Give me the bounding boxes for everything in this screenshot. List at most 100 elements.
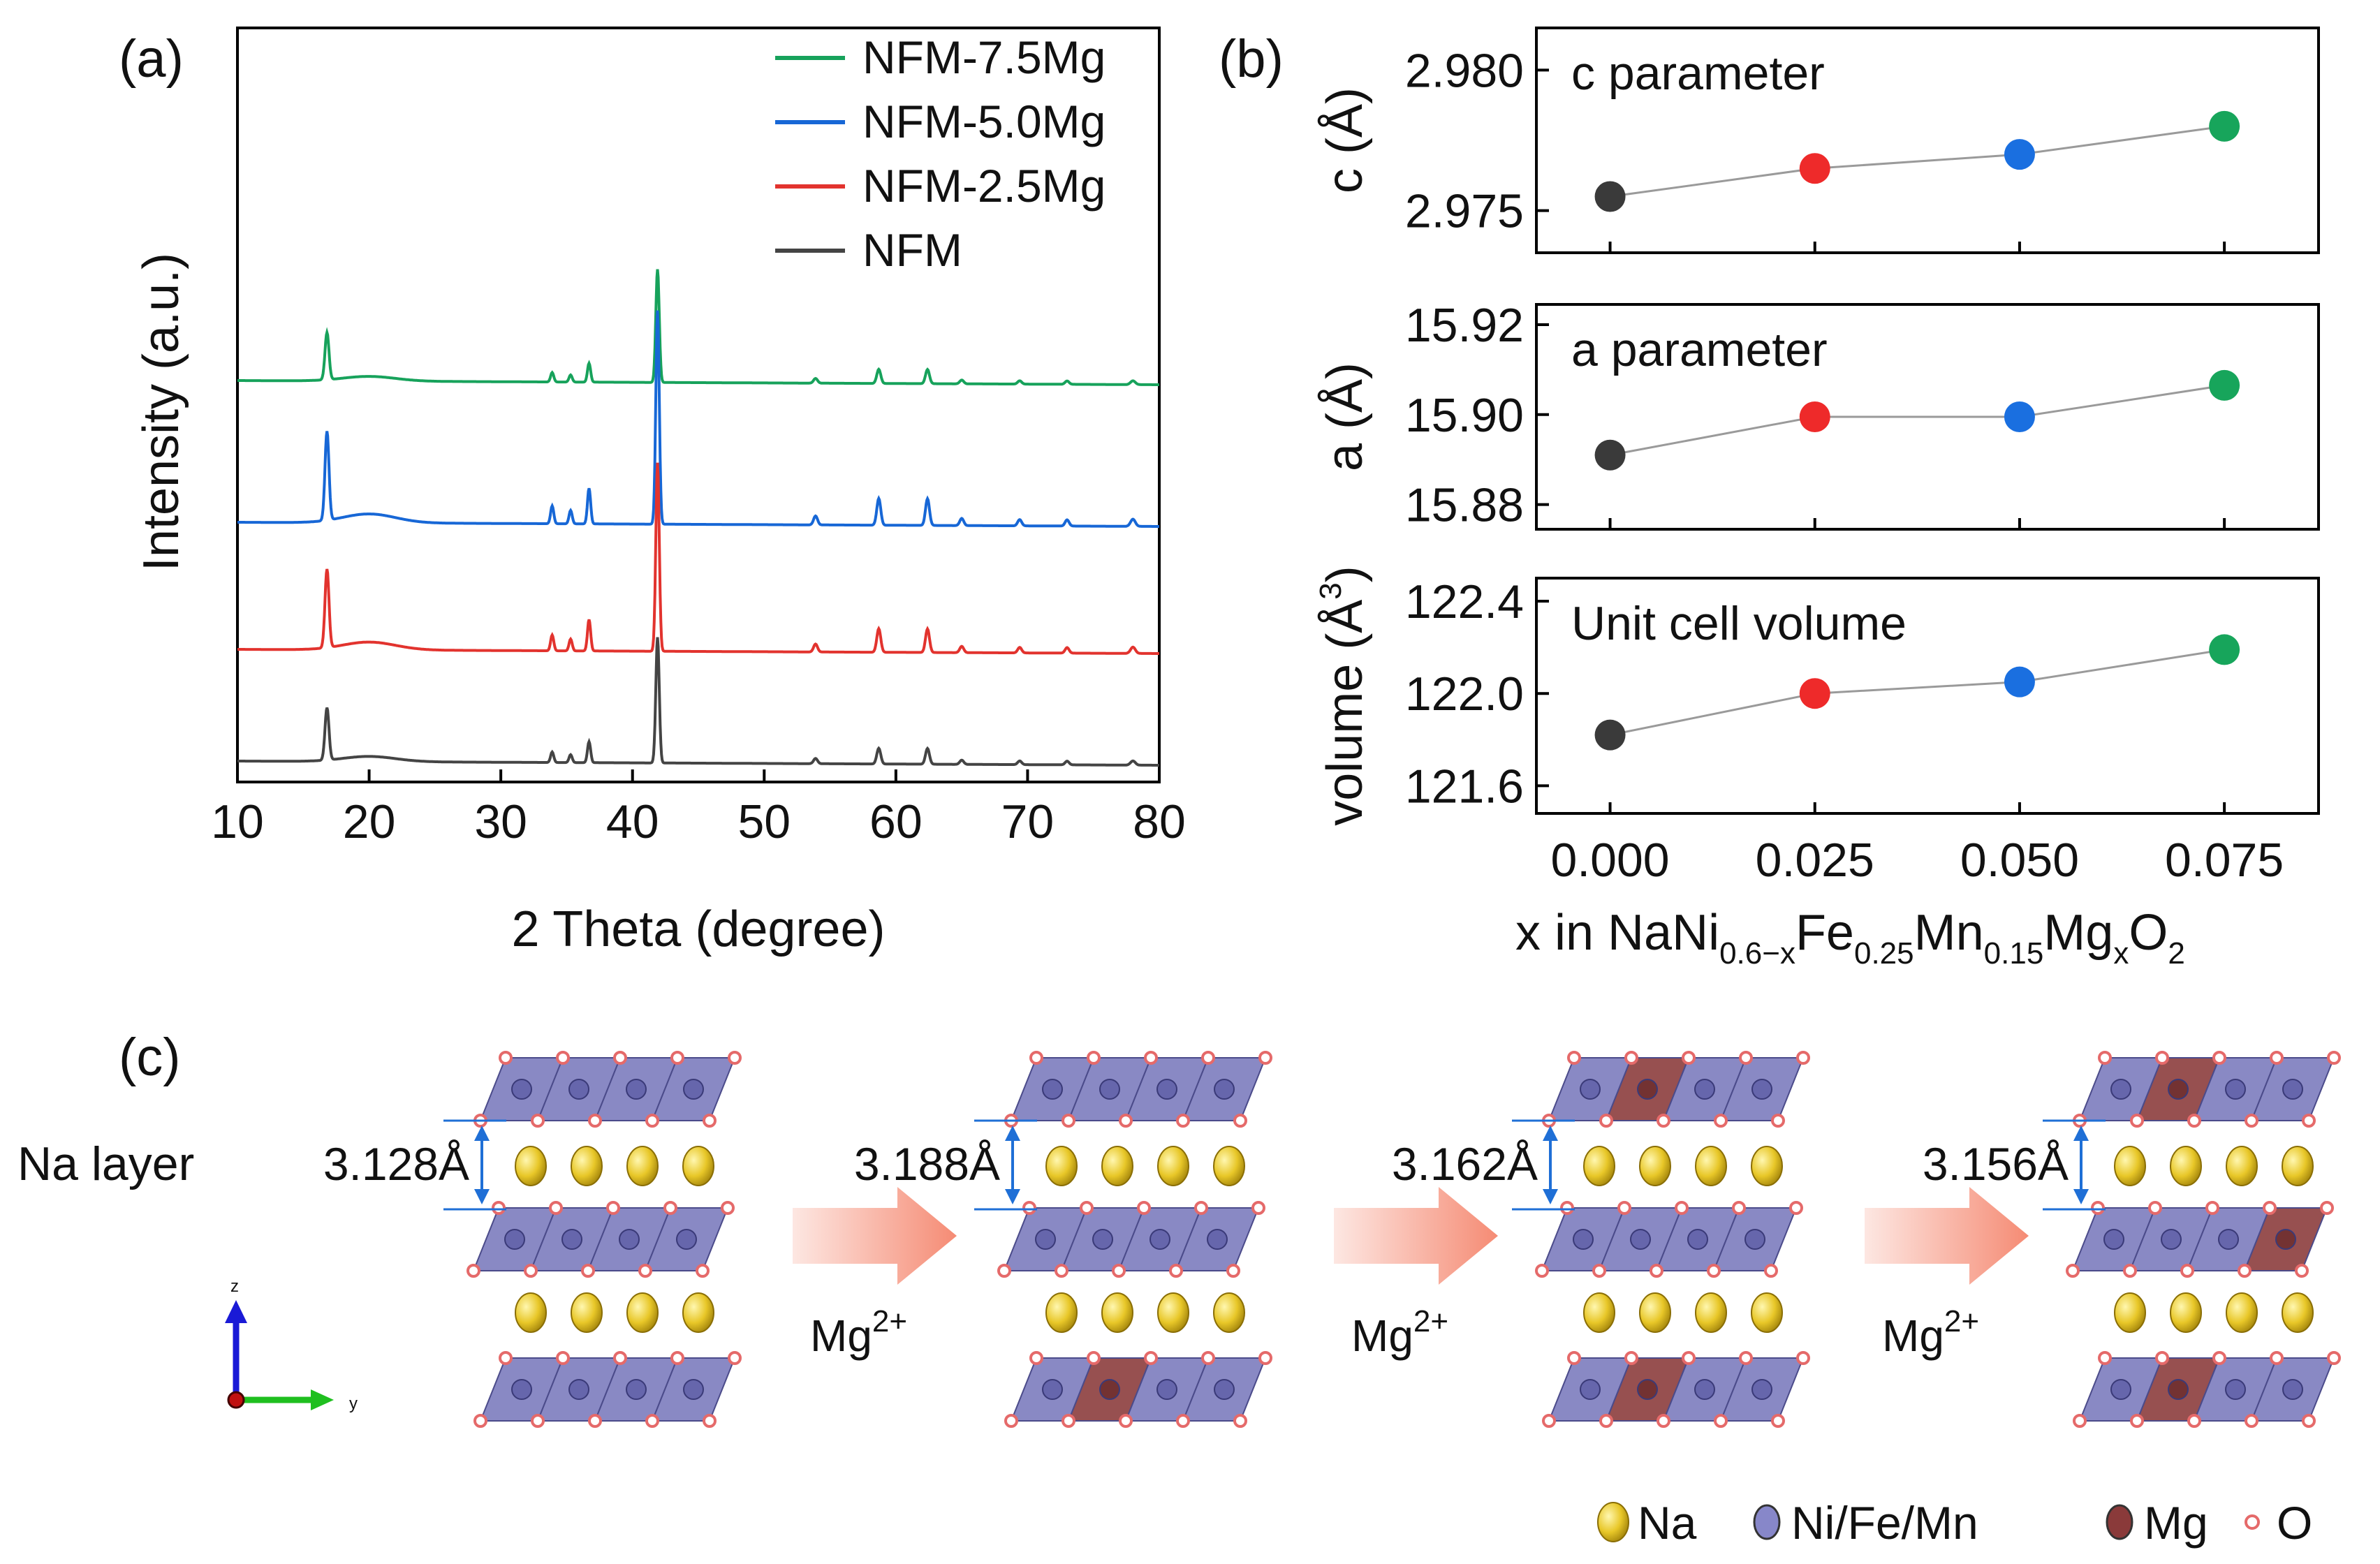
- tm-atom: [1751, 1079, 1772, 1100]
- oxygen-atom: [1080, 1201, 1094, 1215]
- tm-atom: [2110, 1079, 2131, 1100]
- lattice-data-point: [1594, 439, 1626, 471]
- xrd-series: [237, 269, 1159, 767]
- oxygen-atom: [1732, 1201, 1746, 1215]
- xrd-x-tick-label: 70: [1001, 795, 1055, 848]
- tm-atom: [2282, 1379, 2303, 1400]
- octahedral-slab: [1542, 1351, 1810, 1428]
- lattice-y-tick-label: 121.6: [1405, 760, 1524, 813]
- spacing-arrow-head-down: [474, 1189, 490, 1204]
- tm-atom: [1156, 1079, 1177, 1100]
- y-label-text: a (Å): [1317, 362, 1373, 471]
- na-atom: [2226, 1292, 2258, 1333]
- tm-atom: [511, 1379, 532, 1400]
- oxygen-atom: [645, 1414, 659, 1428]
- tm-atom: [1573, 1229, 1594, 1250]
- oxygen-atom: [1739, 1351, 1753, 1365]
- octahedral-slab: [1004, 1051, 1272, 1128]
- legend-marker: [2106, 1504, 2133, 1540]
- oxygen-atom: [2320, 1201, 2334, 1215]
- na-atom: [626, 1292, 659, 1333]
- doping-arrow: Mg2+: [1865, 1187, 2029, 1361]
- panel-b-label: (b): [1219, 29, 1284, 89]
- oxygen-atom: [2270, 1051, 2284, 1065]
- oxygen-atom: [492, 1201, 506, 1215]
- na-atom: [2170, 1146, 2202, 1186]
- mg-dopant-label: Mg2+: [810, 1304, 907, 1361]
- doping-arrow-shape: [1865, 1187, 2029, 1285]
- oxygen-atom: [581, 1264, 595, 1278]
- lattice-subplot-frame: [1535, 303, 2320, 531]
- tm-atom: [1042, 1379, 1063, 1400]
- y-label-text: c (Å): [1317, 87, 1373, 193]
- oxygen-atom: [1087, 1351, 1101, 1365]
- na-atom: [1101, 1146, 1133, 1186]
- oxygen-atom: [1714, 1414, 1728, 1428]
- oxygen-atom: [613, 1351, 627, 1365]
- na-atom: [1695, 1146, 1727, 1186]
- lattice-y-axis-label: volume (Å3): [1314, 566, 1373, 826]
- oxygen-atom: [1022, 1201, 1036, 1215]
- lattice-y-tick-label: 2.980: [1405, 44, 1524, 97]
- oxygen-atom: [1194, 1201, 1208, 1215]
- oxygen-atom: [1567, 1351, 1581, 1365]
- na-atom: [1751, 1292, 1783, 1333]
- na-atom: [2226, 1146, 2258, 1186]
- axes-triad: z y: [225, 1277, 358, 1413]
- tm-atom: [1035, 1229, 1056, 1250]
- xrd-legend-label: NFM-5.0Mg: [862, 96, 1105, 147]
- oxygen-atom: [1657, 1414, 1670, 1428]
- xrd-legend-label: NFM-7.5Mg: [862, 31, 1105, 83]
- tm-atom: [1214, 1079, 1235, 1100]
- tm-atom: [1156, 1379, 1177, 1400]
- oxygen-atom: [1176, 1414, 1190, 1428]
- octahedral-slab: [1542, 1051, 1810, 1128]
- formula-part-1: x in NaNi: [1515, 905, 1719, 961]
- lattice-data-point: [2209, 634, 2240, 665]
- oxygen-atom: [1169, 1264, 1183, 1278]
- lattice-parameter-plots: 2.975 2.980 c parameter c (Å) 15.88 15.90 15.9…: [1314, 27, 2320, 887]
- interlayer-spacing-label: 3.188Å: [854, 1138, 1000, 1190]
- oxygen-atom: [1657, 1114, 1670, 1128]
- octahedral-slab: [2073, 1351, 2341, 1428]
- lattice-trend-line: [1610, 384, 2225, 457]
- na-atom: [1639, 1292, 1671, 1333]
- octahedral-slab: [997, 1201, 1265, 1278]
- oxygen-atom: [2205, 1201, 2219, 1215]
- oxygen-atom: [1592, 1264, 1606, 1278]
- mg-atom: [1099, 1379, 1120, 1400]
- octahedral-slab: [473, 1051, 742, 1128]
- na-atom: [1695, 1292, 1727, 1333]
- na-atom: [1751, 1146, 1783, 1186]
- oxygen-atom: [2123, 1264, 2137, 1278]
- x-axis-dot: [227, 1391, 245, 1409]
- lattice-x-tick-label: 0.025: [1756, 834, 1874, 887]
- oxygen-atom: [1624, 1351, 1638, 1365]
- oxygen-atom: [473, 1414, 487, 1428]
- oxygen-atom: [1004, 1414, 1018, 1428]
- structure-legend-label: O: [2277, 1497, 2312, 1549]
- na-atom: [515, 1146, 547, 1186]
- na-atom: [1639, 1146, 1671, 1186]
- xrd-x-tick-label: 30: [474, 795, 527, 848]
- na-atom: [515, 1292, 547, 1333]
- na-atom: [1101, 1292, 1133, 1333]
- lattice-subplot: 15.88 15.90 15.92 a parameter a (Å): [1317, 299, 2320, 532]
- xrd-legend-label: NFM: [862, 224, 962, 276]
- structure-legend-label: Na: [1638, 1497, 1697, 1549]
- oxygen-atom: [1617, 1201, 1631, 1215]
- na-atom: [1583, 1292, 1615, 1333]
- na-atom: [571, 1292, 603, 1333]
- y-label-close: ): [1317, 566, 1373, 582]
- lattice-data-point: [2209, 110, 2240, 142]
- oxygen-atom: [1675, 1201, 1689, 1215]
- oxygen-atom: [1624, 1051, 1638, 1065]
- tm-atom: [2225, 1379, 2246, 1400]
- tm-atom: [683, 1379, 704, 1400]
- mg-dopant-charge: 2+: [1413, 1304, 1448, 1338]
- oxygen-atom: [556, 1051, 570, 1065]
- oxygen-atom: [1599, 1114, 1613, 1128]
- oxygen-atom: [2245, 1114, 2258, 1128]
- oxygen-atom: [2187, 1114, 2201, 1128]
